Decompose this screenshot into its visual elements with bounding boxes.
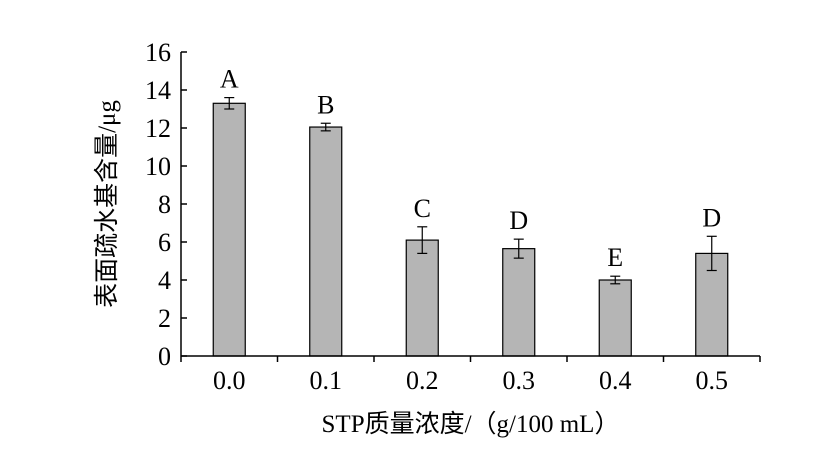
bar-0.2 — [405, 239, 439, 357]
bars-layer — [212, 102, 729, 357]
significance-label-0.3: D — [509, 206, 528, 235]
labels-layer: A 0.0 B 0.1 C 0.2 D 0.3 E 0.4 D 0.5 0 2 4 6 8 10 12 14 16 STP… — [93, 38, 728, 438]
y-tick-label-8: 8 — [158, 190, 171, 219]
y-tick-label-10: 10 — [145, 152, 171, 181]
significance-label-0.1: B — [317, 90, 334, 119]
bar-0.4 — [598, 279, 632, 357]
y-tick-label-14: 14 — [145, 76, 171, 105]
x-tick-label-0.3: 0.3 — [503, 366, 536, 395]
x-tick-label-0.1: 0.1 — [310, 366, 343, 395]
x-axis-title: STP质量浓度/（g/100 mL） — [322, 410, 620, 438]
axes-layer — [180, 51, 761, 362]
significance-label-0.2: C — [414, 194, 431, 223]
y-tick-label-16: 16 — [145, 38, 171, 67]
y-tick-label-4: 4 — [158, 266, 171, 295]
y-tick-label-12: 12 — [145, 114, 171, 143]
significance-label-0.4: E — [607, 243, 623, 272]
y-tick-label-6: 6 — [158, 228, 171, 257]
y-axis-title: 表面疏水基含量/μg — [93, 100, 121, 308]
x-tick-label-0.4: 0.4 — [599, 366, 632, 395]
x-tick-label-0.2: 0.2 — [406, 366, 439, 395]
y-tick-label-2: 2 — [158, 304, 171, 333]
bar-0.1 — [309, 126, 343, 357]
error-bars-layer — [224, 96, 717, 285]
significance-label-0.5: D — [702, 203, 721, 232]
bar-0.3 — [502, 248, 536, 357]
significance-label-0.0: A — [220, 65, 239, 94]
y-tick-label-0: 0 — [158, 342, 171, 371]
x-tick-label-0.0: 0.0 — [213, 366, 246, 395]
bar-0.0 — [212, 102, 246, 357]
x-tick-label-0.5: 0.5 — [696, 366, 729, 395]
